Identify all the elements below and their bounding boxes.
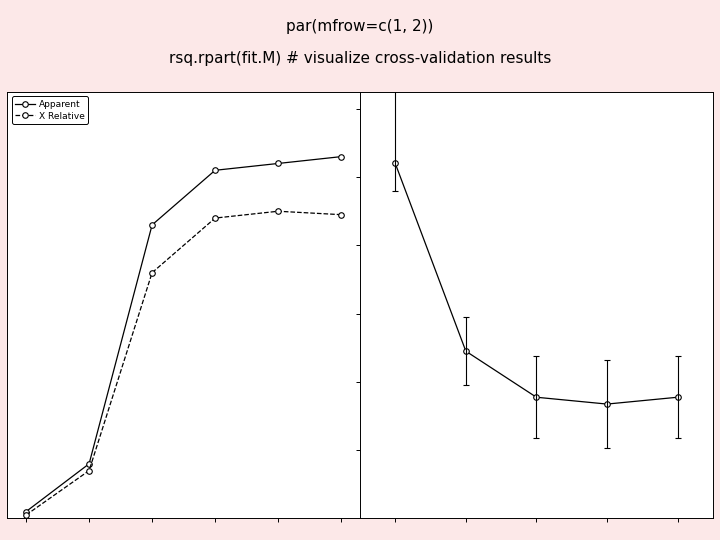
X Relative xyxy=(85,468,94,474)
Apparent xyxy=(85,461,94,467)
Legend: Apparent, X Relative: Apparent, X Relative xyxy=(12,96,89,124)
Apparent xyxy=(274,160,282,167)
X Relative xyxy=(211,215,220,221)
X Relative xyxy=(22,512,30,518)
Apparent xyxy=(22,508,30,515)
Line: Apparent: Apparent xyxy=(23,154,344,515)
X Relative xyxy=(274,208,282,214)
Line: X Relative: X Relative xyxy=(23,208,344,518)
Apparent xyxy=(211,167,220,173)
Apparent xyxy=(148,221,156,228)
Text: rsq.rpart(fit.M) # visualize cross-validation results: rsq.rpart(fit.M) # visualize cross-valid… xyxy=(168,51,552,66)
X Relative xyxy=(148,269,156,276)
Apparent xyxy=(337,153,346,160)
Text: par(mfrow=c(1, 2)): par(mfrow=c(1, 2)) xyxy=(287,19,433,34)
X Relative xyxy=(337,212,346,218)
